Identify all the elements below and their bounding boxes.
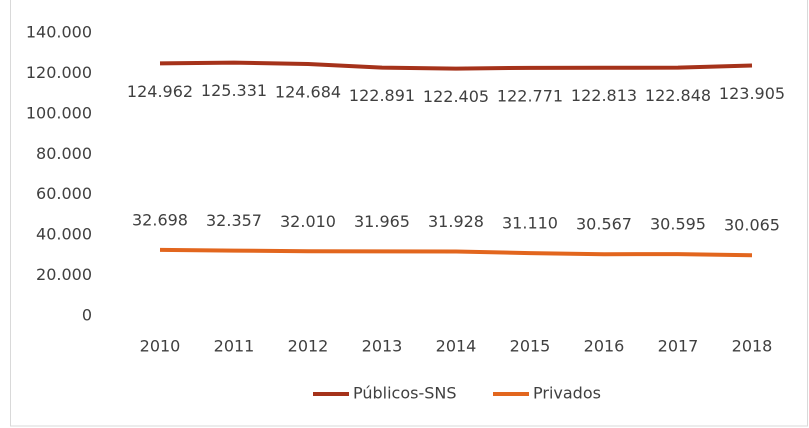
- x-tick-label: 2018: [732, 337, 773, 356]
- y-tick-label: 20.000: [36, 265, 92, 284]
- data-label: 122.813: [571, 86, 637, 105]
- x-tick-label: 2011: [214, 337, 255, 356]
- x-tick-label: 2017: [658, 337, 699, 356]
- data-label: 124.962: [127, 82, 193, 101]
- data-label: 124.684: [275, 82, 341, 101]
- y-tick-label: 0: [82, 306, 92, 325]
- x-tick-label: 2013: [362, 337, 403, 356]
- data-label: 122.771: [497, 86, 563, 105]
- y-tick-label: 40.000: [36, 225, 92, 244]
- data-label: 123.905: [719, 84, 785, 103]
- x-tick-label: 2012: [288, 337, 329, 356]
- legend-label: Privados: [533, 384, 601, 403]
- x-tick-label: 2015: [510, 337, 551, 356]
- data-label: 122.891: [349, 86, 415, 105]
- data-label: 30.595: [650, 215, 706, 234]
- legend-label: Públicos-SNS: [353, 384, 457, 403]
- y-tick-label: 60.000: [36, 184, 92, 203]
- data-label: 32.357: [206, 211, 262, 230]
- x-tick-label: 2010: [140, 337, 181, 356]
- data-label: 31.110: [502, 214, 558, 233]
- y-tick-label: 100.000: [26, 103, 92, 122]
- series-line: [159, 247, 753, 258]
- data-label: 31.928: [428, 212, 484, 231]
- x-tick-label: 2016: [584, 337, 625, 356]
- data-label: 32.698: [132, 210, 188, 229]
- y-tick-label: 120.000: [26, 63, 92, 82]
- data-label: 122.405: [423, 87, 489, 106]
- y-tick-label: 140.000: [26, 23, 92, 42]
- data-label: 125.331: [201, 81, 267, 100]
- x-tick-label: 2014: [436, 337, 477, 356]
- data-label: 30.567: [576, 215, 632, 234]
- data-label: 30.065: [724, 216, 780, 235]
- y-tick-label: 80.000: [36, 144, 92, 163]
- data-label: 31.965: [354, 212, 410, 231]
- data-label: 32.010: [280, 212, 336, 231]
- data-label: 122.848: [645, 86, 711, 105]
- series-line: [159, 60, 753, 71]
- chart-frame: [10, 0, 808, 427]
